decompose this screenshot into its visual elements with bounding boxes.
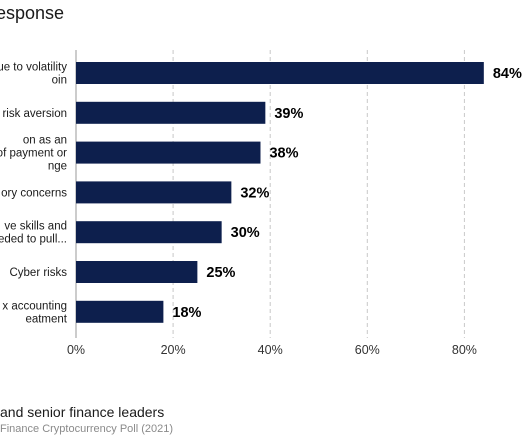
x-tick-label: 80% <box>452 343 477 357</box>
bar <box>76 181 232 204</box>
bar <box>76 221 222 244</box>
bar-chart: ue to volatility oin risk aversion on as an… <box>0 50 522 357</box>
footnote: and senior finance leaders <box>0 404 165 420</box>
x-tick-label: 60% <box>355 343 380 357</box>
data-label: 18% <box>172 305 201 321</box>
bar <box>76 141 261 164</box>
x-tick-label: 0% <box>67 343 85 357</box>
category-label: ve skills andeeded to pull... <box>0 221 67 246</box>
bar <box>76 261 198 283</box>
x-tick-label: 40% <box>258 343 283 357</box>
data-label: 38% <box>269 146 298 162</box>
bar <box>76 300 164 323</box>
category-labels: ue to volatility oin risk aversion on as an… <box>0 62 68 326</box>
bars <box>76 62 484 323</box>
bar <box>76 101 266 124</box>
data-label: 32% <box>240 185 269 201</box>
chart-title: esponse <box>0 3 65 23</box>
category-label: risk aversion <box>2 108 67 120</box>
data-label: 25% <box>206 265 235 281</box>
category-label: x accounting eatment <box>2 300 67 325</box>
data-labels: 84% 39% 38% 32% 30% 25% 18% <box>172 66 522 321</box>
x-tick-label: 20% <box>161 343 186 357</box>
data-label: 84% <box>493 66 522 82</box>
data-label: 30% <box>231 225 260 241</box>
bar <box>76 62 484 84</box>
category-label: on as an of payment or nge <box>0 135 67 173</box>
category-label: Cyber risks <box>9 267 67 279</box>
source-note: Finance Cryptocurrency Poll (2021) <box>0 423 174 435</box>
category-label: ue to volatility oin <box>0 62 67 87</box>
category-label: ory concerns <box>1 187 67 199</box>
data-label: 39% <box>274 106 303 122</box>
x-axis-ticks: 0% 20% 40% 60% 80% <box>67 343 477 357</box>
